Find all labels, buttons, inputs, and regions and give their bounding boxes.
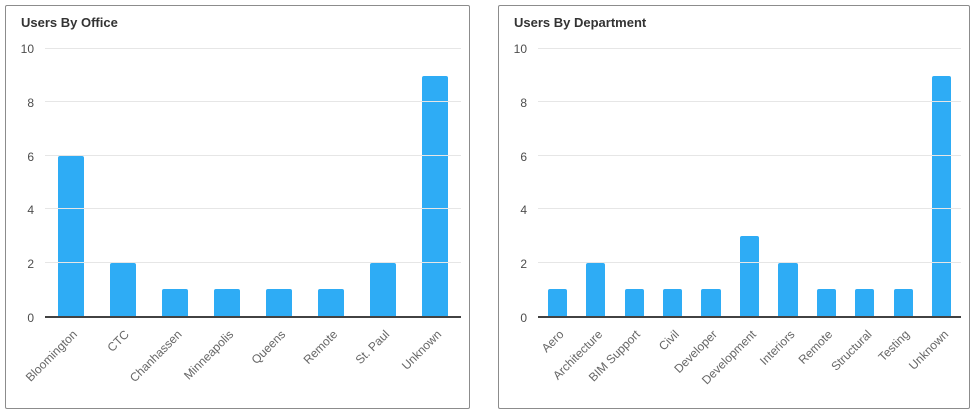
x-label-cell-structural: Structural — [828, 318, 884, 404]
gridline-2 — [538, 261, 961, 263]
x-axis-labels-department: Aero Architecture BIM Support Civil Develope… — [538, 318, 961, 404]
y-tick-label-10: 10 — [20, 42, 34, 56]
x-axis-label-aero: Aero — [538, 327, 567, 356]
bar-slot-testing — [884, 49, 922, 316]
y-tick-label-6: 6 — [27, 149, 34, 164]
gridline-10 — [45, 48, 461, 49]
bar-slot-interiors — [769, 49, 807, 316]
bar-unknown[interactable] — [422, 75, 448, 316]
chart-body-office: 0 2 4 6 8 10 — [12, 43, 461, 324]
bar-slot-structural — [846, 49, 884, 316]
bar-slot-chanhassen — [149, 49, 201, 316]
x-axis-label-civil: Civil — [655, 327, 682, 354]
y-tick-label-8: 8 — [27, 95, 34, 110]
x-label-cell-bim-support: BIM Support — [586, 318, 653, 404]
x-label-cell-unknown: Unknown — [399, 318, 461, 404]
bar-bim-support[interactable] — [624, 289, 644, 316]
plot-area-office — [45, 48, 461, 318]
bar-unknown[interactable] — [932, 75, 952, 316]
gridline-6 — [45, 154, 461, 156]
bar-slot-development — [730, 49, 768, 316]
users-by-office-chart: 0 2 4 6 8 10 Bloomington CTC Chanhassen Minneapo… — [12, 43, 461, 404]
y-tick-label-10: 10 — [513, 42, 527, 56]
bar-structural[interactable] — [855, 289, 875, 316]
bar-slot-unknown — [409, 49, 461, 316]
bar-slot-queens — [253, 49, 305, 316]
chart-body-department: 0 2 4 6 8 10 — [505, 43, 961, 324]
y-axis-office: 0 2 4 6 8 10 — [12, 43, 34, 324]
bar-minneapolis[interactable] — [214, 289, 240, 316]
gridline-10 — [538, 48, 961, 49]
bar-ctc[interactable] — [110, 262, 136, 316]
y-tick-label-4: 4 — [520, 203, 527, 218]
gridline-8 — [538, 101, 961, 103]
x-axis-department: Aero Architecture BIM Support Civil Develope… — [505, 318, 961, 404]
bar-slot-civil — [653, 49, 691, 316]
bar-slot-remote — [807, 49, 845, 316]
bar-slot-bloomington — [45, 49, 97, 316]
x-axis-label-queens: Queens — [248, 327, 289, 367]
gridline-4 — [45, 208, 461, 210]
x-label-cell-minneapolis: Minneapolis — [181, 318, 253, 404]
x-label-cell-bloomington: Bloomington — [23, 318, 97, 404]
users-by-department-chart: 0 2 4 6 8 10 Aero Architecture BIM Support Civil… — [505, 43, 961, 404]
bar-development[interactable] — [739, 235, 760, 316]
bar-civil[interactable] — [662, 289, 683, 316]
bar-slot-aero — [538, 49, 576, 316]
bar-slot-bim-support — [615, 49, 653, 316]
gridline-8 — [45, 101, 461, 103]
bar-queens[interactable] — [266, 289, 292, 316]
y-axis-department: 0 2 4 6 8 10 — [505, 43, 527, 324]
bar-remote[interactable] — [318, 289, 344, 316]
x-label-cell-remote: Remote — [301, 318, 357, 404]
bar-slot-architecture — [576, 49, 614, 316]
bars-office — [45, 49, 461, 316]
users-by-office-chart-card: Users By Office 0 2 4 6 8 10 Bloomington CTC Ch… — [5, 5, 470, 409]
x-label-cell-queens: Queens — [249, 318, 305, 404]
bar-slot-ctc — [97, 49, 149, 316]
bar-slot-st-paul — [357, 49, 409, 316]
bar-bloomington[interactable] — [58, 155, 84, 316]
bar-developer[interactable] — [701, 289, 721, 316]
bar-slot-unknown — [923, 49, 961, 316]
y-tick-label-8: 8 — [520, 95, 527, 110]
gridline-2 — [45, 261, 461, 263]
y-tick-label-4: 4 — [27, 203, 34, 218]
y-tick-label-2: 2 — [520, 257, 527, 272]
gridline-6 — [538, 154, 961, 156]
bar-aero[interactable] — [547, 289, 567, 316]
bar-slot-developer — [692, 49, 730, 316]
x-axis-spacer-department — [505, 318, 538, 404]
bar-interiors[interactable] — [778, 262, 798, 316]
users-by-department-chart-card: Users By Department 0 2 4 6 8 10 Aero Architec… — [498, 5, 970, 409]
x-axis-label-st-paul: St. Paul — [352, 327, 393, 367]
x-axis-office: Bloomington CTC Chanhassen Minneapolis Queen… — [12, 318, 461, 404]
chart-title-office: Users By Office — [21, 15, 118, 30]
bar-slot-minneapolis — [201, 49, 253, 316]
bars-department — [538, 49, 961, 316]
y-tick-label-0: 0 — [520, 311, 527, 325]
y-tick-label-6: 6 — [520, 149, 527, 164]
x-axis-labels-office: Bloomington CTC Chanhassen Minneapolis Queen… — [23, 318, 461, 404]
plot-area-department — [538, 48, 961, 318]
bar-slot-remote — [305, 49, 357, 316]
bar-chanhassen[interactable] — [162, 289, 188, 316]
x-axis-label-remote: Remote — [300, 327, 341, 367]
bar-st-paul[interactable] — [370, 262, 396, 316]
y-tick-label-2: 2 — [27, 257, 34, 272]
bar-architecture[interactable] — [586, 262, 606, 316]
x-axis-label-ctc: CTC — [104, 327, 133, 355]
y-tick-label-0: 0 — [27, 311, 34, 325]
gridline-4 — [538, 208, 961, 210]
chart-title-department: Users By Department — [514, 15, 647, 30]
bar-testing[interactable] — [893, 289, 913, 316]
x-label-cell-unknown: Unknown — [906, 318, 961, 404]
bar-remote[interactable] — [816, 289, 836, 316]
